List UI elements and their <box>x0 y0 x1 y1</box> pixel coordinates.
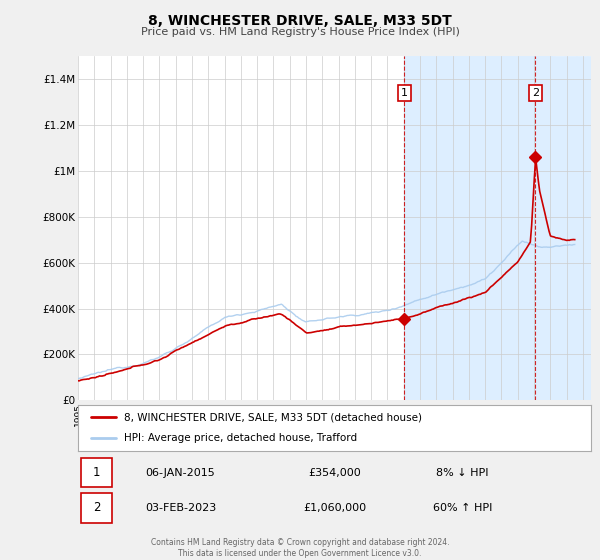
Text: 1: 1 <box>93 466 100 479</box>
Text: 2: 2 <box>93 501 100 515</box>
FancyBboxPatch shape <box>80 493 112 522</box>
Text: 60% ↑ HPI: 60% ↑ HPI <box>433 503 493 513</box>
Text: 8% ↓ HPI: 8% ↓ HPI <box>437 468 489 478</box>
Text: This data is licensed under the Open Government Licence v3.0.: This data is licensed under the Open Gov… <box>178 549 422 558</box>
Text: 8, WINCHESTER DRIVE, SALE, M33 5DT: 8, WINCHESTER DRIVE, SALE, M33 5DT <box>148 14 452 28</box>
Text: 1: 1 <box>401 88 408 98</box>
Text: Price paid vs. HM Land Registry's House Price Index (HPI): Price paid vs. HM Land Registry's House … <box>140 27 460 37</box>
Text: 03-FEB-2023: 03-FEB-2023 <box>145 503 216 513</box>
FancyBboxPatch shape <box>80 458 112 487</box>
Text: £354,000: £354,000 <box>308 468 361 478</box>
Text: £1,060,000: £1,060,000 <box>303 503 366 513</box>
Text: 8, WINCHESTER DRIVE, SALE, M33 5DT (detached house): 8, WINCHESTER DRIVE, SALE, M33 5DT (deta… <box>124 412 422 422</box>
Text: 06-JAN-2015: 06-JAN-2015 <box>146 468 215 478</box>
Text: Contains HM Land Registry data © Crown copyright and database right 2024.: Contains HM Land Registry data © Crown c… <box>151 538 449 547</box>
Text: HPI: Average price, detached house, Trafford: HPI: Average price, detached house, Traf… <box>124 433 357 444</box>
Bar <box>552 56 591 400</box>
Text: 2: 2 <box>532 88 539 98</box>
Bar <box>404 56 552 400</box>
